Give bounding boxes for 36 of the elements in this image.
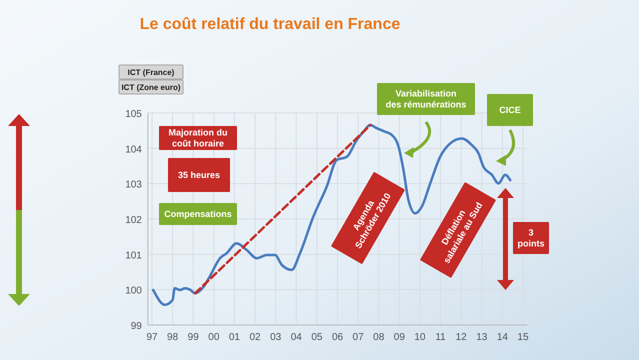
x-tick-label: 05 — [311, 332, 323, 343]
annotation: Majoration du coût horaire — [168, 128, 228, 149]
annotation: CICE — [499, 105, 521, 116]
line-series — [152, 124, 512, 306]
x-tick-label: 12 — [456, 332, 468, 343]
x-tick-label: 09 — [394, 332, 406, 343]
x-tick-label: 03 — [270, 332, 282, 343]
text: Variabilisation des rémunérations — [386, 88, 466, 110]
x-tick-label: 04 — [290, 332, 302, 343]
x-tick-label: 01 — [228, 332, 240, 343]
x-tick-label: 98 — [167, 332, 179, 343]
x-tick-label: 99 — [188, 332, 200, 343]
y-tick-label: 101 — [125, 250, 142, 262]
annotation: Compensations — [164, 209, 232, 220]
x-tick-label: 11 — [435, 332, 446, 343]
x-tick-label: 14 — [496, 332, 508, 343]
x-tick-label: 13 — [476, 332, 488, 343]
annotation: 3 points — [518, 228, 544, 249]
x-tick-label: 07 — [352, 332, 364, 343]
x-tick-label: 97 — [146, 332, 158, 343]
y-tick-label: 99 — [130, 321, 142, 332]
x-tick-label: 06 — [332, 332, 344, 343]
x-tick-label: 15 — [517, 332, 529, 343]
y-tick-label: 100 — [125, 286, 142, 297]
y-tick-label: 104 — [125, 144, 142, 156]
chart-title: Le coût relatif du travail en France — [140, 16, 400, 33]
text: ICT (Zone euro) — [121, 82, 181, 92]
x-tick-label: 00 — [208, 332, 220, 343]
text: ICT (France) — [128, 68, 175, 77]
x-tick-label: 08 — [373, 332, 385, 343]
y-tick-label: 105 — [125, 109, 142, 120]
x-tick-label: 10 — [414, 332, 426, 343]
y-tick-label: 103 — [125, 180, 142, 191]
x-tick-label: 02 — [249, 332, 262, 343]
y-tick-label: 102 — [125, 215, 142, 226]
annotation: 35 heures — [178, 170, 220, 180]
